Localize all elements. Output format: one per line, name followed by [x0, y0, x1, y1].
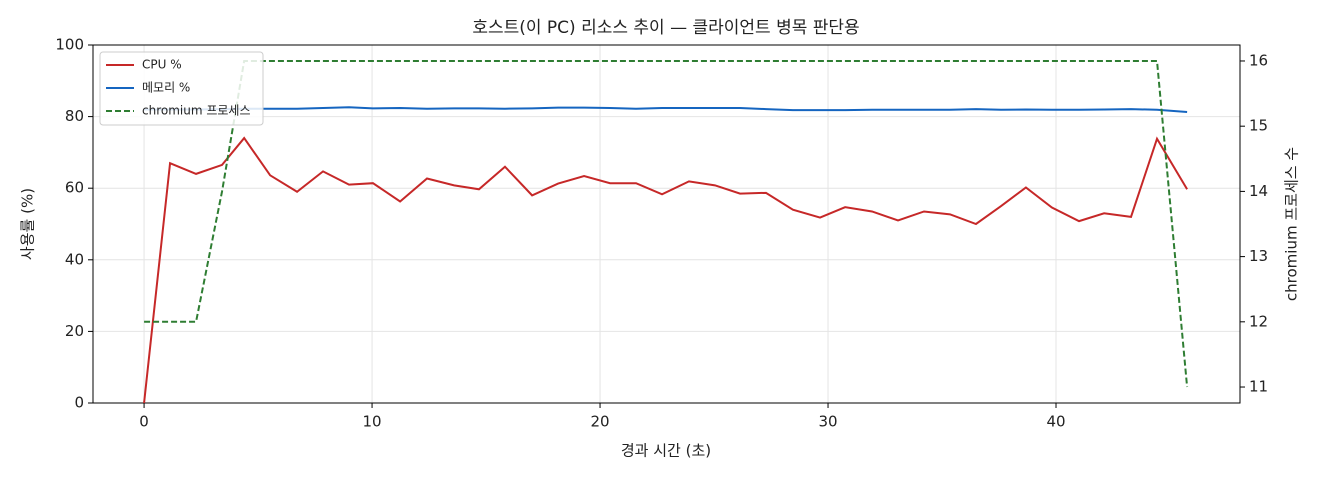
y-tick-label: 40 — [65, 250, 84, 268]
legend: CPU % 메모리 % chromium 프로세스 — [99, 51, 264, 126]
y2-tick-label: 13 — [1249, 247, 1268, 265]
y-tick-label: 100 — [55, 36, 84, 54]
y-tick-label: 60 — [65, 179, 84, 197]
y-tick-label: 0 — [74, 394, 84, 412]
line-series — [143, 136, 1188, 404]
x-tick-label: 30 — [818, 413, 837, 431]
x-tick-label: 40 — [1046, 413, 1065, 431]
y2-tick-label: 11 — [1249, 378, 1268, 396]
legend-label: CPU % — [142, 58, 182, 72]
chart-title: 호스트(이 PC) 리소스 추이 — 클라이언트 병목 판단용 — [472, 18, 859, 38]
x-tick-label: 10 — [363, 413, 382, 431]
y2-tick-label: 14 — [1249, 182, 1268, 200]
line-series — [144, 106, 1188, 113]
y-tick-label: 80 — [65, 107, 84, 125]
legend-label: 메모리 % — [142, 81, 190, 95]
x-tick-label: 0 — [139, 413, 149, 431]
y-tick-label: 20 — [65, 322, 84, 340]
y2-tick-label: 12 — [1249, 312, 1268, 330]
x-tick-label: 20 — [590, 413, 609, 431]
plot-frame — [92, 44, 1241, 404]
y2-tick-label: 16 — [1249, 51, 1268, 69]
legend-box — [99, 51, 264, 126]
y2-axis-label: chromium 프로세스 수 — [1283, 147, 1301, 301]
y2-tick-label: 15 — [1249, 117, 1268, 135]
legend-label: chromium 프로세스 — [142, 104, 251, 118]
x-axis-label: 경과 시간 (초) — [621, 442, 711, 460]
y-axis-label: 사용률 (%) — [19, 188, 37, 260]
line-series — [144, 59, 1189, 388]
